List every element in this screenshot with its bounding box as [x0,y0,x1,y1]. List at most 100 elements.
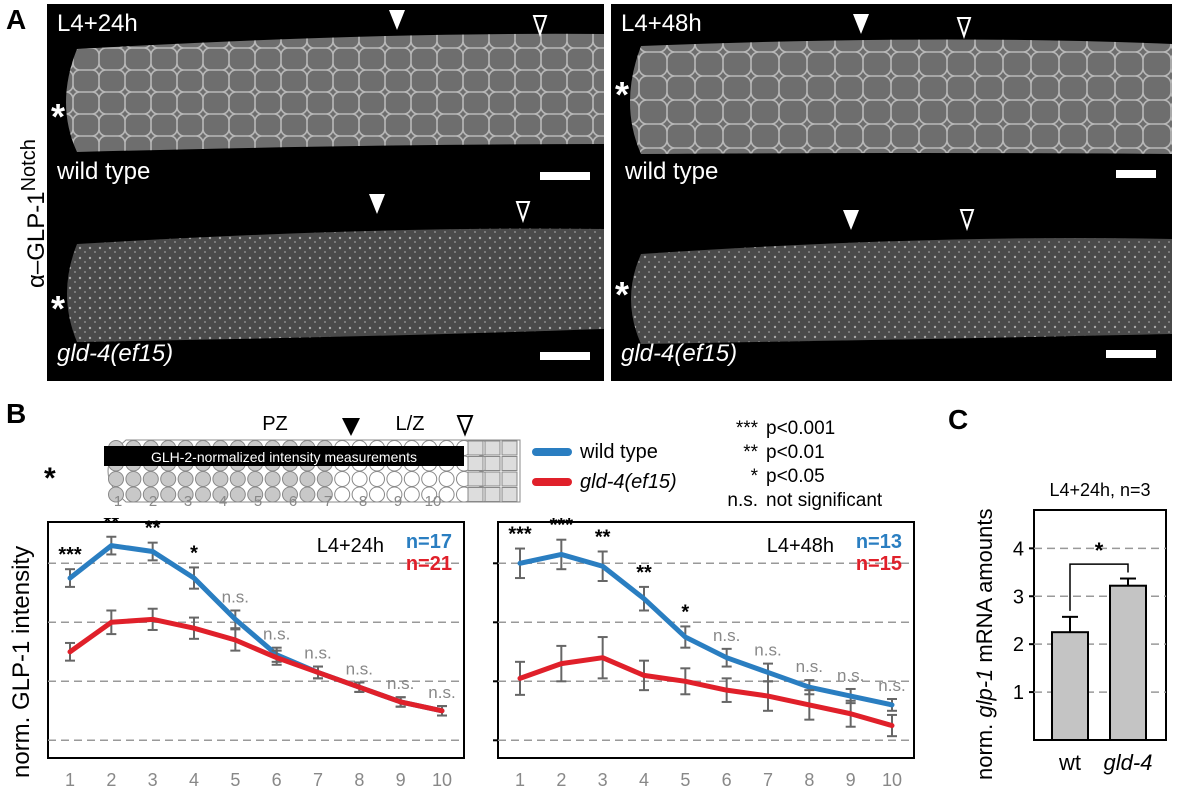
n-label-wild-type: n=13 [856,531,902,553]
arrowhead-icon [389,10,405,30]
significance-annotation: *** [58,544,82,566]
plot-frame [497,521,915,759]
scale-bar [1106,350,1156,358]
y-tick-label: 2 [1013,634,1024,656]
significance-annotation: n.s. [263,625,290,644]
schematic-position-label: 8 [359,493,367,510]
scale-bar [1116,170,1156,178]
x-tick-label: 5 [680,770,690,790]
schematic-position-label: 6 [289,493,297,510]
x-tick-label: 2 [556,770,566,790]
series-line-gld-4 [67,616,445,714]
legend: wild type gld-4(ef15) [532,441,677,493]
schematic-position-label: 4 [219,493,227,510]
open-arrowhead-icon [956,17,972,40]
n-label-wild-type: n=17 [406,531,452,553]
x-tick-label: 9 [846,770,856,790]
x-tick-label: 6 [272,770,282,790]
chart-title: L4+48h [767,535,834,557]
sig-symbol: ** [743,442,758,463]
tip-asterisk: * [51,96,66,137]
x-tick-label: 4 [639,770,649,790]
schematic-bar-text: GLH-2-normalized intensity measurements [151,449,417,465]
significance-annotation: n.s. [304,644,331,663]
schematic-position-label: 2 [149,493,157,510]
bar-gld-4 [1109,584,1147,742]
significance-annotation: n.s. [754,641,781,660]
plot-frame [47,521,465,759]
n-label-gld-4: n=21 [406,553,452,575]
panel-a-letter: A [6,4,27,35]
significance-key: *** p<0.001 ** p<0.01 * p<0.05 n.s. not … [727,418,883,511]
tip-asterisk: * [615,74,630,115]
open-arrowhead-icon [456,415,474,437]
x-tick-label: 10 [882,770,902,790]
x-tick-label: 3 [148,770,158,790]
x-tick-label: 3 [598,770,608,790]
panel-b-ylabel: norm. GLP-1 intensity [8,545,35,778]
significance-annotation: n.s. [837,666,864,685]
open-arrowhead-icon [959,209,975,232]
schematic-position-label: 3 [184,493,192,510]
open-arrowhead-icon [515,201,531,224]
lz-label: L/Z [396,413,425,435]
series-line-gld-4 [517,655,895,729]
significance-annotation: * [1095,538,1104,563]
y-tick-label: 3 [1013,586,1024,608]
tip-asterisk: * [51,288,66,329]
gonad-schematic: PZ L/Z GLH-2-normalized intensity measur… [44,413,521,510]
arrowhead-icon [369,194,385,214]
x-tick-label: 7 [763,770,773,790]
sig-symbol: n.s. [727,490,758,511]
scale-bar [540,172,590,180]
genotype-label-wt: wild type [57,158,151,185]
micrograph-l4-24h: L4+24h wild type gld-4(ef15) * * [47,4,604,381]
x-tick-label: 4 [189,770,199,790]
tip-asterisk: * [615,274,630,315]
line-chart-24h: 1 2 3 4 5 6 7 8 9 10***** ***n.s.n.s.n.s.n.s.n.s. n… [47,518,465,790]
x-tick-label: 6 [722,770,732,790]
panel-b-letter: B [6,398,27,429]
gonad-images-48h [630,14,1172,358]
significance-annotation: ** [595,527,611,549]
x-tick-label: 9 [396,770,406,790]
significance-annotation: n.s. [878,676,905,695]
schematic-position-label: 1 [114,493,122,510]
n-label-gld-4: n=15 [856,553,902,575]
significance-annotation: n.s. [222,588,249,607]
legend-label-wt: wild type [579,441,658,463]
open-arrowhead-icon [532,15,548,38]
line-chart-48h: 123412345678910***********n.s.n.s.n.s.n.… [493,518,915,790]
x-tick-label: 1 [515,770,525,790]
genotype-label-mutant: gld-4(ef15) [621,340,738,367]
significance-annotation: *** [508,524,532,546]
x-tick-label: 8 [804,770,814,790]
gonad-images-24h [66,10,604,360]
bar-wt [1051,631,1089,741]
significance-annotation: n.s. [346,659,373,678]
significance-annotation: n.s. [387,674,414,693]
schematic-asterisk: * [44,462,56,495]
significance-bracket [1069,563,1129,611]
significance-annotation: n.s. [713,626,740,645]
series-line-wild-type [517,551,895,708]
sig-text: p<0.01 [766,442,825,463]
x-tick-label: 2 [106,770,116,790]
micrograph-l4-48h: L4+48h wild type gld-4(ef15) * * [611,4,1172,381]
bar-chart-title: L4+24h, n=3 [1049,480,1150,500]
schematic-position-label: 5 [254,493,262,510]
genotype-label-mutant: gld-4(ef15) [57,340,174,367]
x-tick-label: 7 [313,770,323,790]
x-tick-label: 5 [230,770,240,790]
x-tick-label: 1 [65,770,75,790]
panel-c-ylabel: norm. glp-1 mRNA amounts [972,508,997,780]
sig-symbol: *** [736,418,759,439]
sig-symbol: * [751,466,759,487]
y-tick-label: 1 [1013,682,1024,704]
significance-annotation: ** [636,562,652,584]
significance-annotation: *** [550,518,574,537]
y-tick-label: 4 [1013,538,1024,560]
significance-annotation: n.s. [428,683,455,702]
plot-frame [1033,509,1167,741]
x-category-label: gld-4 [1104,750,1153,775]
